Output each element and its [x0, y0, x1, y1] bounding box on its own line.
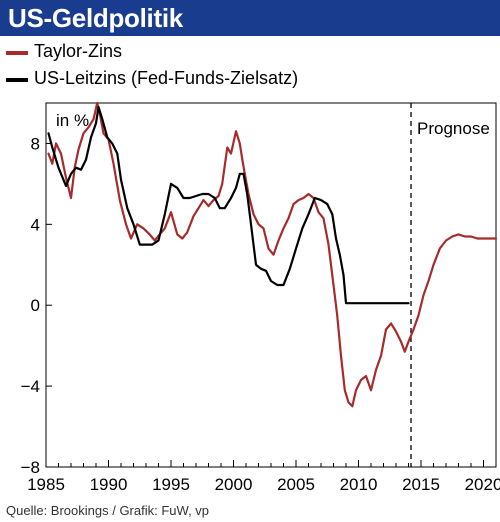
x-tick-label: 1990	[90, 475, 128, 494]
x-tick-label: 1995	[152, 475, 190, 494]
y-unit-label: in %	[56, 111, 89, 130]
y-tick-label: 8	[31, 134, 40, 153]
series-line-fed-funds	[47, 105, 410, 305]
legend-label-fed-funds: US-Leitzins (Fed-Funds-Zielsatz)	[34, 68, 299, 88]
legend-label-taylor: Taylor-Zins	[34, 41, 123, 61]
title-bar: US-Geldpolitik	[0, 0, 500, 36]
legend-swatch-fed-funds	[6, 78, 28, 82]
series-line-taylor	[47, 101, 498, 408]
y-tick-label: −8	[21, 458, 40, 477]
x-tick-label: 2015	[402, 475, 440, 494]
x-tick-label: 1985	[27, 475, 65, 494]
plot-frame	[45, 102, 497, 468]
x-tick-label: 2010	[340, 475, 378, 494]
y-tick-label: 4	[31, 215, 40, 234]
y-tick-label: 0	[31, 296, 40, 315]
y-tick-label: −4	[21, 377, 40, 396]
x-tick-label: 2020	[465, 475, 500, 494]
forecast-label: Prognose	[417, 119, 490, 138]
x-tick-label: 2005	[277, 475, 315, 494]
source-credit: Quelle: Brookings / Grafik: FuW, vp	[6, 503, 210, 518]
x-tick-label: 2000	[215, 475, 253, 494]
legend-swatch-taylor	[6, 51, 28, 55]
chart-title: US-Geldpolitik	[8, 3, 183, 33]
